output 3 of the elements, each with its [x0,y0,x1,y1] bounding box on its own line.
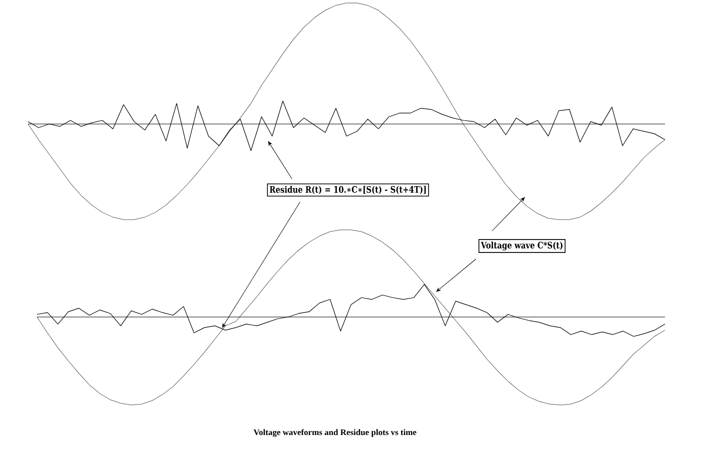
annotation: Residue R(t) = 10.∗C∗[S(t) - S(t+4T)] [270,186,426,194]
text: Voltage waveforms and Residue plots vs time [254,429,416,437]
annotation: Voltage wave C*S(t) [480,242,562,250]
